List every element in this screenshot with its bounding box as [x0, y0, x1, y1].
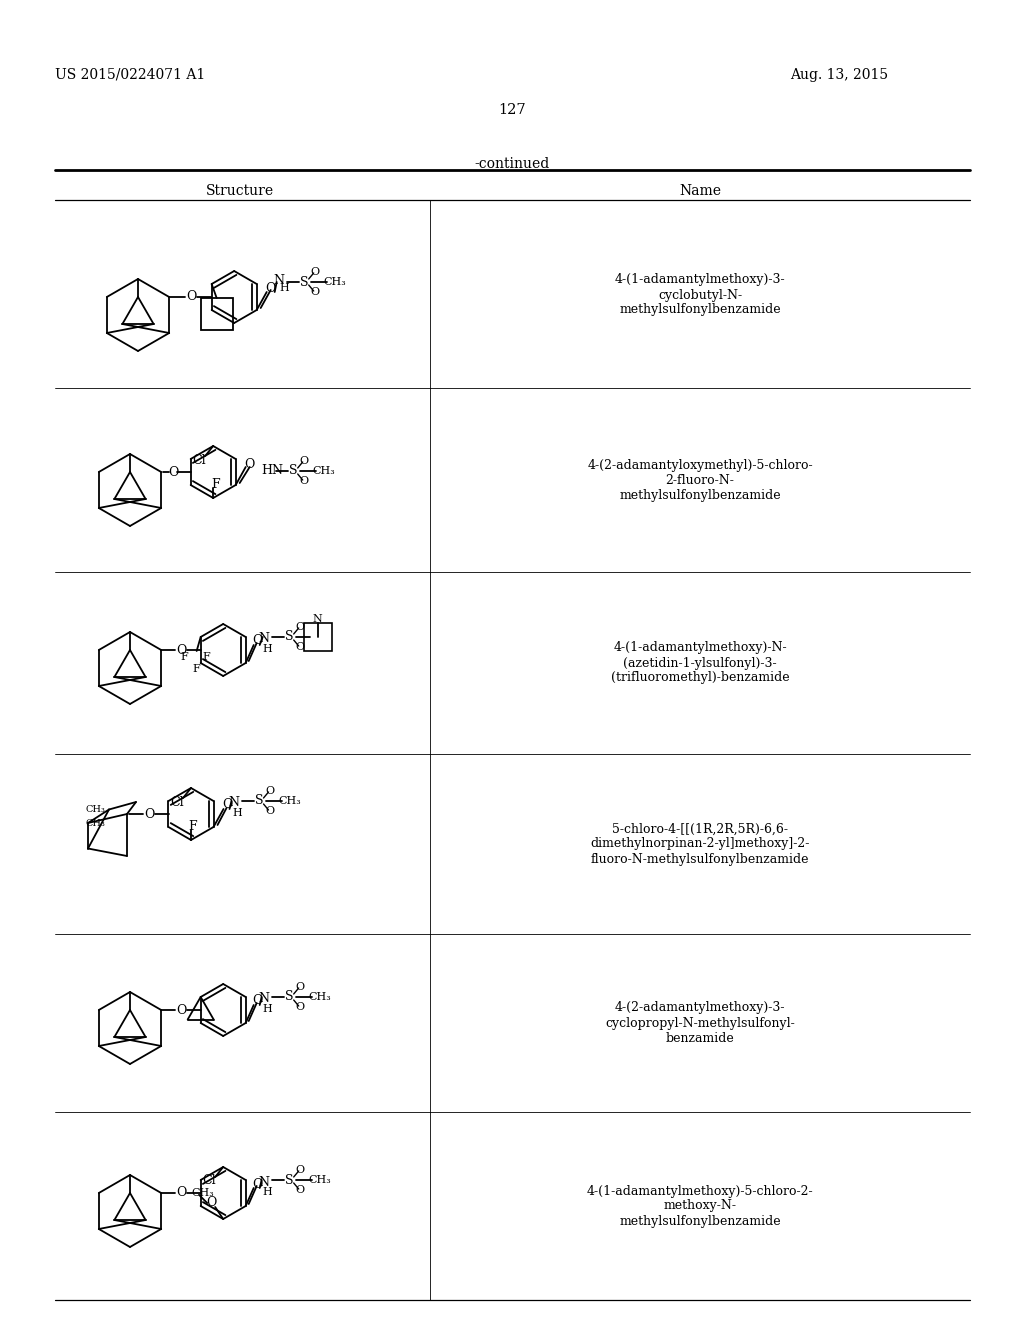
Text: S: S [300, 276, 309, 289]
Text: CH₃: CH₃ [191, 1188, 215, 1199]
Text: O: O [253, 635, 263, 648]
Text: O: O [295, 982, 304, 993]
Text: O: O [176, 1187, 186, 1200]
Text: S: S [286, 990, 294, 1003]
Text: O: O [253, 994, 263, 1007]
Text: N: N [258, 993, 269, 1006]
Text: CH₃: CH₃ [279, 796, 301, 807]
Text: 127: 127 [499, 103, 525, 117]
Text: Cl: Cl [203, 1175, 216, 1188]
Text: -continued: -continued [474, 157, 550, 172]
Text: O: O [295, 642, 304, 652]
Text: O: O [299, 477, 308, 486]
Text: H: H [263, 1187, 272, 1197]
Text: 4-(2-adamantyloxymethyl)-5-chloro-
2-fluoro-N-
methylsulfonylbenzamide: 4-(2-adamantyloxymethyl)-5-chloro- 2-flu… [587, 458, 813, 502]
Text: O: O [222, 799, 232, 812]
Text: O: O [176, 1003, 186, 1016]
Text: O: O [245, 458, 255, 471]
Text: S: S [286, 631, 294, 644]
Text: S: S [255, 795, 264, 808]
Text: O: O [143, 808, 155, 821]
Text: F: F [193, 664, 201, 675]
Text: O: O [206, 1196, 216, 1209]
Text: O: O [265, 807, 274, 816]
Text: 4-(1-adamantylmethoxy)-3-
cyclobutyl-N-
methylsulfonylbenzamide: 4-(1-adamantylmethoxy)-3- cyclobutyl-N- … [614, 273, 785, 317]
Text: Structure: Structure [206, 183, 274, 198]
Text: Cl: Cl [193, 454, 206, 466]
Text: O: O [310, 286, 319, 297]
Text: O: O [295, 622, 304, 632]
Text: O: O [295, 1185, 304, 1195]
Text: O: O [295, 1166, 304, 1175]
Text: F: F [188, 820, 198, 833]
Text: O: O [265, 785, 274, 796]
Text: 5-chloro-4-[[(1R,2R,5R)-6,6-
dimethylnorpinan-2-yl]methoxy]-2-
fluoro-N-methylsu: 5-chloro-4-[[(1R,2R,5R)-6,6- dimethylnor… [590, 822, 810, 866]
Text: O: O [253, 1177, 263, 1191]
Text: CH₃: CH₃ [324, 277, 346, 286]
Text: H: H [280, 282, 290, 293]
Text: O: O [299, 455, 308, 466]
Text: F: F [181, 652, 188, 663]
Text: O: O [310, 267, 319, 277]
Text: H: H [232, 808, 243, 818]
Text: CH₃: CH₃ [312, 466, 335, 477]
Text: N: N [258, 1176, 269, 1188]
Text: N: N [273, 273, 285, 286]
Text: F: F [203, 652, 211, 663]
Text: O: O [265, 281, 275, 294]
Text: S: S [286, 1173, 294, 1187]
Text: Cl: Cl [170, 796, 184, 808]
Text: HN: HN [262, 465, 284, 478]
Text: H: H [263, 1005, 272, 1014]
Text: O: O [176, 644, 186, 656]
Text: 4-(1-adamantylmethoxy)-N-
(azetidin-1-ylsulfonyl)-3-
(trifluoromethyl)-benzamide: 4-(1-adamantylmethoxy)-N- (azetidin-1-yl… [610, 642, 790, 685]
Text: N: N [228, 796, 239, 809]
Text: CH₃: CH₃ [85, 818, 104, 828]
Text: O: O [168, 466, 178, 479]
Text: O: O [186, 290, 197, 304]
Text: 4-(1-adamantylmethoxy)-5-chloro-2-
methoxy-N-
methylsulfonylbenzamide: 4-(1-adamantylmethoxy)-5-chloro-2- metho… [587, 1184, 813, 1228]
Text: CH₃: CH₃ [308, 993, 331, 1002]
Text: S: S [290, 465, 298, 478]
Text: O: O [295, 1002, 304, 1012]
Text: N: N [312, 614, 323, 624]
Text: CH₃: CH₃ [308, 1175, 331, 1185]
Text: 4-(2-adamantylmethoxy)-3-
cyclopropyl-N-methylsulfonyl-
benzamide: 4-(2-adamantylmethoxy)-3- cyclopropyl-N-… [605, 1002, 795, 1044]
Text: CH₃: CH₃ [85, 805, 104, 814]
Text: F: F [211, 478, 219, 491]
Text: US 2015/0224071 A1: US 2015/0224071 A1 [55, 69, 205, 82]
Text: Aug. 13, 2015: Aug. 13, 2015 [790, 69, 888, 82]
Text: Name: Name [679, 183, 721, 198]
Text: H: H [263, 644, 272, 653]
Text: N: N [258, 632, 269, 645]
